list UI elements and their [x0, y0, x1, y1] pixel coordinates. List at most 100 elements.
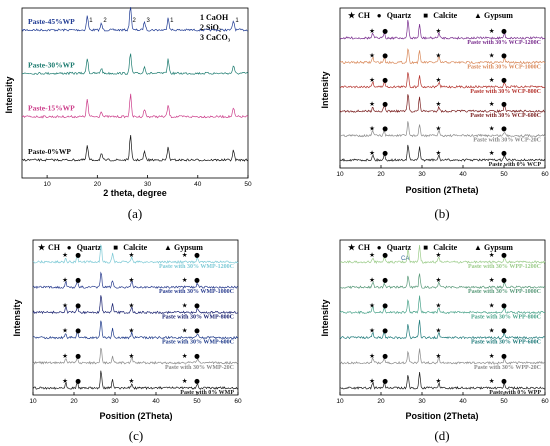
- phase-marker: ★: [369, 301, 375, 309]
- series-line: [32, 320, 239, 340]
- legend-entry: Gypsum: [484, 11, 513, 20]
- panel-d-label: (d): [434, 428, 449, 443]
- phase-marker: ★: [489, 251, 495, 259]
- phase-marker: ●: [501, 276, 507, 284]
- phase-marker: ●: [501, 377, 507, 385]
- phase-marker: ●: [382, 327, 388, 335]
- panel-c-ylabel: Intensity: [12, 299, 22, 336]
- panel-b: Intensity Position (2Theta) (b) ★ CH ● Quar…: [320, 7, 549, 221]
- legend-symbol: ★: [348, 243, 356, 252]
- x-tick-label: 50: [193, 398, 201, 405]
- phase-marker: ★: [62, 352, 68, 360]
- phase-marker: ●: [382, 76, 388, 84]
- phase-marker: ●: [501, 100, 507, 108]
- phase-marker: ★: [62, 301, 68, 309]
- phase-marker: ★: [489, 27, 495, 35]
- phase-marker: ●: [194, 377, 200, 385]
- phase-marker: ★: [182, 251, 188, 259]
- panel-b-legend: ★ CH ● Quartz ■ Calcite ▲ Gypsum: [348, 11, 513, 20]
- x-tick-label: 40: [152, 398, 160, 405]
- peak-label: 1: [170, 18, 174, 24]
- ca-annotation: CA: [401, 256, 409, 262]
- x-tick-label: 40: [459, 398, 467, 405]
- series-label: Paste with 30% WMP-1200C: [159, 264, 234, 270]
- series-label: Paste-0%WP: [28, 147, 71, 156]
- x-tick-label: 60: [234, 398, 242, 405]
- peak-label: 1: [235, 18, 239, 24]
- panel-a-legend: 1 CaOH 2 SiO₂ 3 CaCO₃: [200, 13, 231, 42]
- phase-marker: ★: [182, 276, 188, 284]
- phase-marker: ●: [382, 100, 388, 108]
- series-line: [339, 94, 546, 114]
- phase-marker: ★: [489, 149, 495, 157]
- panel-c-traces: Paste with 30% WMP-1200C ★ ● ★ ★ ● Paste with …: [32, 244, 239, 396]
- panel-d-frame: [339, 239, 546, 396]
- series-label: Paste with 30% WPP-1000C: [468, 289, 541, 295]
- phase-marker: ★: [62, 377, 68, 385]
- panel-a-ylabel: Intensity: [4, 76, 14, 113]
- x-tick-label: 10: [43, 181, 51, 188]
- phase-marker: ★: [435, 76, 441, 84]
- panel-a-label: (a): [128, 206, 142, 221]
- phase-marker: ●: [501, 51, 507, 59]
- series-line: [21, 134, 249, 162]
- series-line: [21, 7, 249, 32]
- phase-marker: ●: [382, 377, 388, 385]
- legend-entry: Quartz: [387, 243, 412, 252]
- series-label: Paste with 30% WPP-1200C: [468, 264, 541, 270]
- phase-marker: ★: [489, 352, 495, 360]
- phase-marker: ★: [369, 352, 375, 360]
- phase-marker: ★: [128, 352, 134, 360]
- phase-marker: ★: [369, 327, 375, 335]
- legend-entry: Gypsum: [484, 243, 513, 252]
- phase-marker: ★: [369, 276, 375, 284]
- phase-marker: ★: [435, 149, 441, 157]
- x-tick-label: 20: [70, 398, 78, 405]
- panel-d-ticks: 10 20 30 40 50 60: [336, 392, 549, 405]
- phase-marker: ★: [489, 276, 495, 284]
- series-label: Paste with 30% WMP-1000C: [159, 289, 234, 295]
- panel-a: Intensity 2 theta, degree (a) 1 CaOH 2 S…: [4, 7, 252, 221]
- x-tick-label: 10: [29, 398, 37, 405]
- phase-marker: ★: [128, 251, 134, 259]
- phase-marker: ●: [194, 276, 200, 284]
- panel-b-xlabel: Position (2Theta): [405, 185, 478, 195]
- legend-symbol: ★: [38, 243, 46, 252]
- legend-symbol: ■: [423, 11, 428, 20]
- series-label: Paste with 30% WPP-800C: [471, 314, 541, 320]
- legend-symbol: ▲: [164, 243, 172, 252]
- panel-c-ticks: 10 20 30 40 50 60: [29, 392, 242, 405]
- phase-marker: ★: [489, 76, 495, 84]
- series-line: [21, 53, 249, 76]
- series-line: [339, 48, 546, 65]
- legend-symbol: ▲: [474, 11, 482, 20]
- phase-marker: ●: [501, 327, 507, 335]
- phase-marker: ●: [194, 301, 200, 309]
- phase-marker: ★: [435, 251, 441, 259]
- panel-c-legend: ★ CH ● Quartz ■ Calcite ▲ Gypsum: [38, 243, 203, 252]
- phase-marker: ●: [194, 327, 200, 335]
- legend-symbol: ★: [348, 11, 356, 20]
- series-line: [339, 19, 546, 40]
- phase-marker: ●: [75, 327, 81, 335]
- legend-entry: CH: [358, 11, 371, 20]
- panel-b-label: (b): [434, 206, 449, 221]
- legend-entry: Quartz: [77, 243, 102, 252]
- legend-entry: 2 SiO₂: [200, 23, 222, 32]
- phase-marker: ★: [489, 377, 495, 385]
- x-tick-label: 20: [377, 398, 385, 405]
- x-tick-label: 10: [336, 398, 344, 405]
- phase-marker: ★: [435, 276, 441, 284]
- phase-marker: ●: [382, 149, 388, 157]
- peak-label: 2: [103, 18, 107, 24]
- phase-marker: ★: [435, 301, 441, 309]
- panel-b-traces: Paste with 30% WCP-1200C ★ ● ★ ★ ● Paste with …: [339, 19, 546, 168]
- panel-d-traces: Paste with 30% WPP-1200C ★ ● ★ ★ ● Paste with …: [339, 244, 546, 396]
- phase-marker: ●: [194, 352, 200, 360]
- phase-marker: ★: [128, 301, 134, 309]
- phase-marker: ★: [369, 51, 375, 59]
- series-label: Paste with 30% WCP-20C: [473, 138, 541, 144]
- x-tick-label: 50: [500, 171, 508, 178]
- panel-a-traces: Paste-45%WP Paste-30%WP Paste-15%WP Paste-0…: [21, 7, 249, 162]
- x-tick-label: 50: [500, 398, 508, 405]
